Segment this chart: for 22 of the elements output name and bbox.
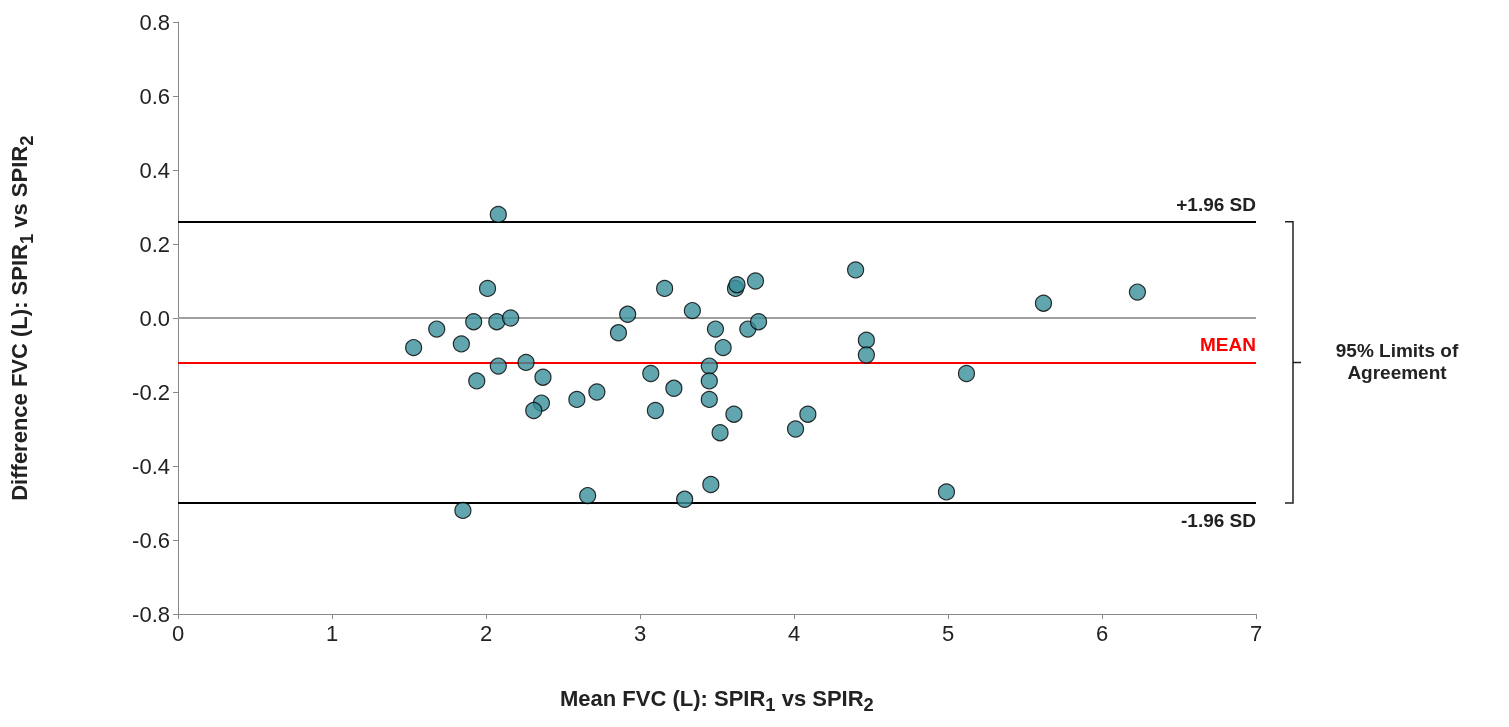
y-tick-label: 0.4 xyxy=(139,157,170,183)
y-tick-label: 0.6 xyxy=(139,83,170,109)
x-tick-label: 5 xyxy=(941,620,955,646)
y-tick-label: -0.2 xyxy=(132,379,170,405)
y-tick-label: 0.0 xyxy=(139,305,170,331)
text: 95% Limits of Agreement xyxy=(1334,340,1460,385)
x-tick-label: 6 xyxy=(1095,620,1109,646)
x-tick-label: 0 xyxy=(171,620,185,646)
x-tick-label: 4 xyxy=(787,620,801,646)
x-tick-label: 1 xyxy=(325,620,339,646)
y-tick-label: 0.8 xyxy=(139,9,170,35)
x-axis-title: Mean FVC (L): SPIR$_{1}$ vs SPIR$_{2}$ xyxy=(560,686,874,717)
y-tick-label: -0.8 xyxy=(132,601,170,627)
x-tick-label: 3 xyxy=(633,620,647,646)
ref-line-label: MEAN xyxy=(1200,334,1256,356)
y-tick-label: 0.2 xyxy=(139,231,170,257)
y-tick-label: -0.4 xyxy=(132,453,170,479)
x-tick-label: 7 xyxy=(1249,620,1263,646)
x-tick-label: 2 xyxy=(479,620,493,646)
y-tick-label: -0.6 xyxy=(132,527,170,553)
ref-line-label: +1.96 SD xyxy=(1176,193,1256,215)
ref-line-label: -1.96 SD xyxy=(1181,510,1256,531)
